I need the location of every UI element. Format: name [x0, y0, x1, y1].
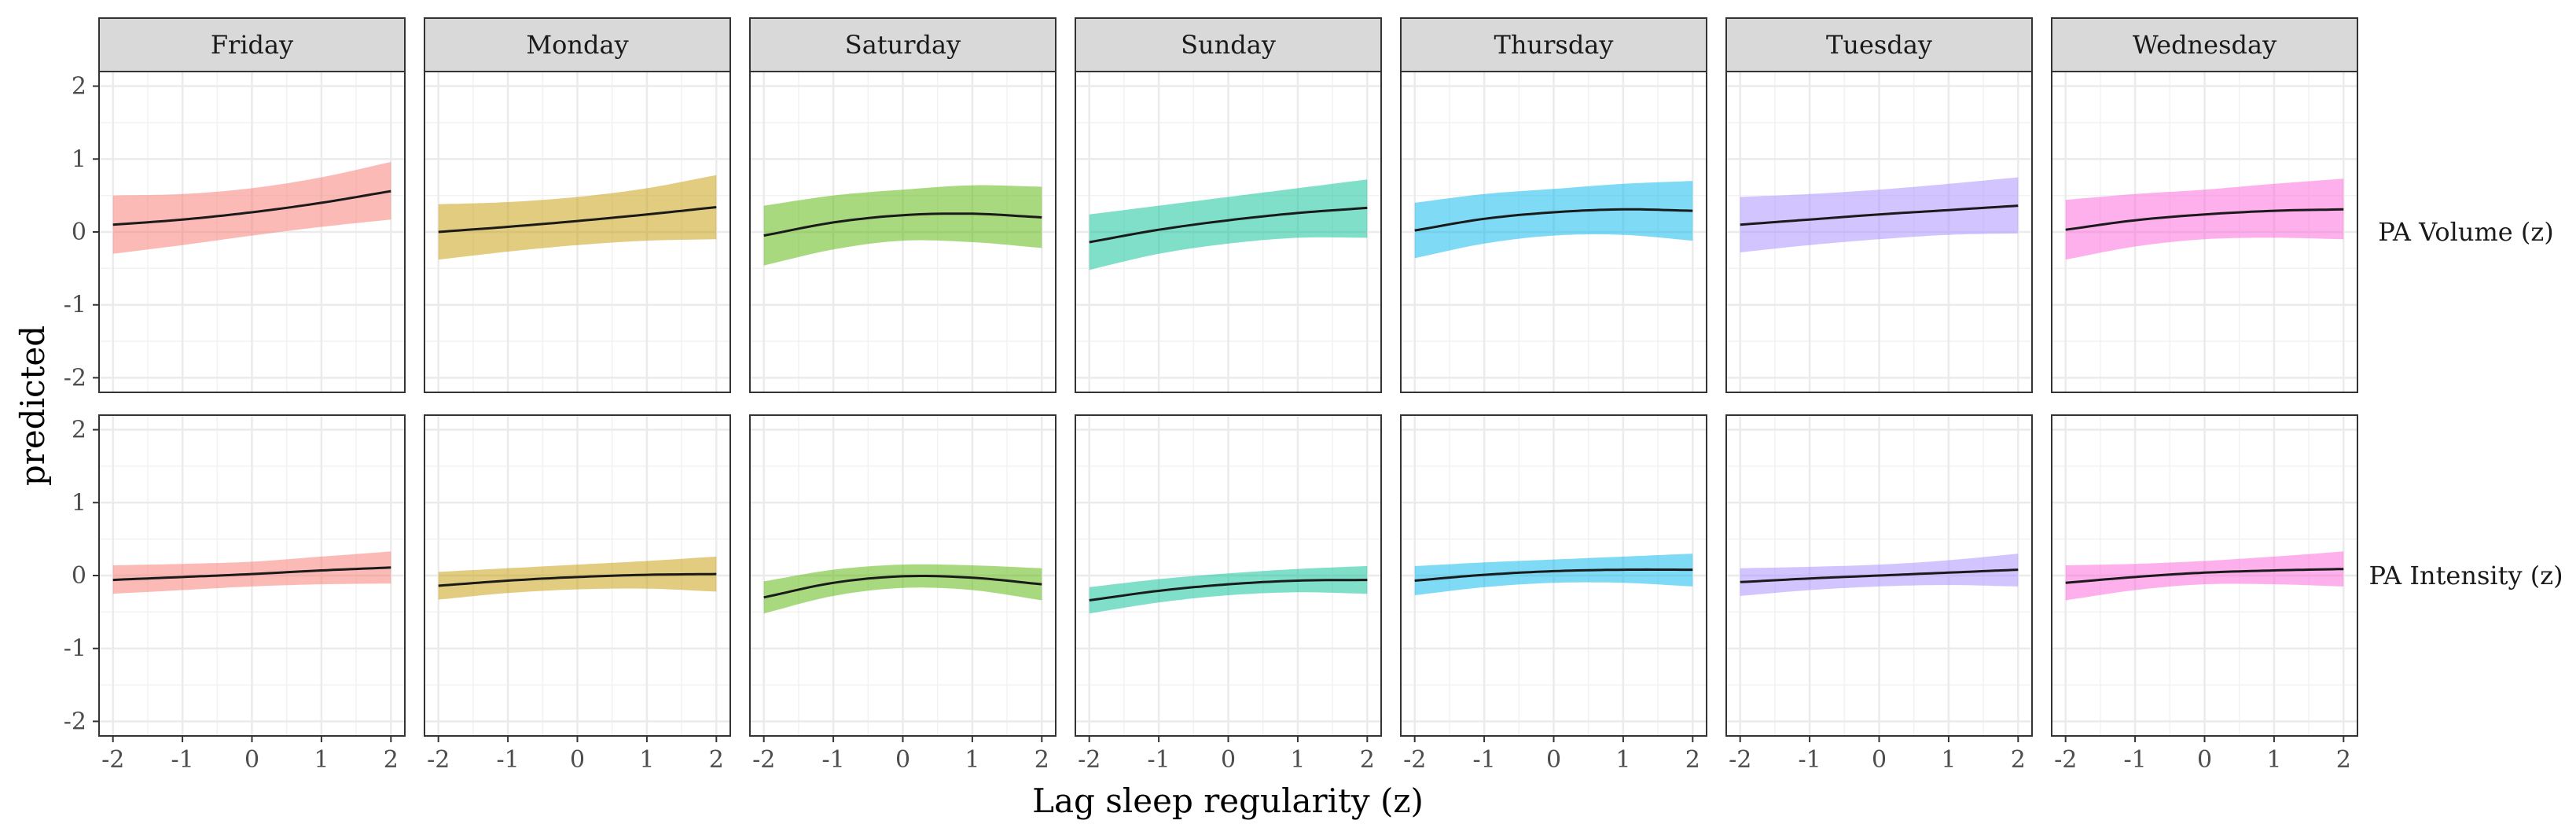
panel-border [424, 71, 731, 393]
x-tick-label: -2 [427, 746, 450, 774]
trend-line-tuesday-pa-volume-z [1740, 204, 2019, 226]
x-tick-label: 1 [1290, 746, 1305, 774]
x-axis-title: Lag sleep regularity (z) [1032, 782, 1424, 820]
x-tick-label: 0 [244, 746, 259, 774]
x-tick-label: 0 [2197, 746, 2212, 774]
x-tick-label: -1 [171, 746, 193, 774]
axes-layer: -2 -1 0 1 2 -2 -1 0 1 2 -2 -1 0 1 2 -2 -1 0 1 2 -2 -1 0 1 2 -2 -1 0… [64, 73, 2563, 774]
row-label-pa-intensity-z: PA Intensity (z) [2368, 561, 2563, 590]
trend-line-monday-pa-intensity-z [438, 572, 717, 587]
strip-tuesday [1725, 17, 2033, 72]
y-tick-label: 0 [72, 219, 86, 246]
strip-monday [424, 17, 731, 72]
trend-line-friday-pa-volume-z [112, 189, 391, 226]
x-tick-label: -2 [2054, 746, 2077, 774]
ci-ribbon-wednesday-pa-volume-z [2065, 178, 2344, 260]
strip-label-wednesday: Wednesday [2133, 30, 2277, 60]
strip-label-monday: Monday [526, 30, 628, 60]
panel-border [1725, 71, 2033, 393]
trend-line-thursday-pa-intensity-z [1414, 568, 1693, 582]
x-tick-label: -1 [821, 746, 844, 774]
strip-label-thursday: Thursday [1494, 30, 1614, 60]
x-tick-label: 0 [1546, 746, 1561, 774]
x-tick-label: -2 [1078, 746, 1101, 774]
trend-line-saturday-pa-intensity-z [763, 575, 1042, 599]
trend-line-tuesday-pa-intensity-z [1740, 568, 2019, 583]
y-axis-title: predicted [13, 326, 52, 486]
y-tick-label: -1 [64, 292, 86, 319]
x-tick-label: -2 [1729, 746, 1751, 774]
x-tick-label: 0 [570, 746, 585, 774]
trend-line-saturday-pa-volume-z [763, 212, 1042, 237]
trend-line-monday-pa-volume-z [438, 206, 717, 234]
panels-layer: Friday Monday Saturday Sunday Thursday Tuesda… [98, 17, 2358, 737]
x-tick-label: 2 [1360, 746, 1375, 774]
trend-line-sunday-pa-volume-z [1089, 206, 1368, 244]
strip-label-friday: Friday [211, 30, 293, 60]
strip-friday [98, 17, 406, 72]
panel-border [2051, 71, 2358, 393]
panel-border [1400, 71, 1707, 393]
x-tick-label: 2 [1034, 746, 1049, 774]
x-tick-label: 1 [1615, 746, 1630, 774]
strip-label-tuesday: Tuesday [1826, 30, 1932, 60]
x-tick-label: -1 [496, 746, 519, 774]
x-tick-label: 2 [2011, 746, 2026, 774]
ci-ribbon-monday-pa-volume-z [438, 175, 717, 260]
x-tick-label: 0 [1872, 746, 1887, 774]
y-tick-label: 0 [72, 562, 86, 590]
x-tick-label: -1 [2123, 746, 2146, 774]
strip-label-saturday: Saturday [845, 30, 961, 60]
ci-ribbon-thursday-pa-volume-z [1414, 181, 1693, 259]
y-tick-label: -1 [64, 635, 86, 663]
x-tick-label: 2 [384, 746, 399, 774]
x-tick-label: -1 [1147, 746, 1170, 774]
y-tick-label: 1 [72, 145, 86, 173]
x-tick-label: 0 [1221, 746, 1236, 774]
x-tick-label: -2 [1403, 746, 1426, 774]
x-tick-label: 1 [965, 746, 979, 774]
x-tick-label: 2 [709, 746, 724, 774]
strip-sunday [1075, 17, 1382, 72]
y-tick-label: 2 [72, 73, 86, 101]
y-tick-label: 1 [72, 489, 86, 517]
x-tick-label: -2 [752, 746, 775, 774]
y-tick-label: -2 [64, 364, 86, 392]
x-tick-label: 1 [2266, 746, 2281, 774]
trend-line-sunday-pa-intensity-z [1089, 579, 1368, 601]
ci-ribbon-sunday-pa-volume-z [1089, 179, 1368, 270]
panel-border [749, 71, 1056, 393]
y-tick-label: -2 [64, 708, 86, 735]
ci-ribbon-saturday-pa-volume-z [763, 185, 1042, 266]
x-tick-label: -1 [1798, 746, 1821, 774]
ci-ribbon-thursday-pa-intensity-z [1414, 554, 1693, 595]
ci-ribbon-sunday-pa-intensity-z [1089, 565, 1368, 614]
ci-ribbon-friday-pa-volume-z [112, 162, 391, 254]
x-tick-label: 2 [1685, 746, 1700, 774]
x-tick-label: -1 [1472, 746, 1495, 774]
trend-line-wednesday-pa-volume-z [2065, 208, 2344, 231]
y-tick-label: 2 [72, 417, 86, 444]
panel-border [1075, 71, 1382, 393]
strip-saturday [749, 17, 1056, 72]
trend-line-friday-pa-intensity-z [112, 566, 391, 582]
strip-label-sunday: Sunday [1181, 30, 1276, 60]
x-tick-label: -2 [101, 746, 124, 774]
x-tick-label: 1 [639, 746, 654, 774]
x-tick-label: 1 [1941, 746, 1956, 774]
row-label-pa-volume-z: PA Volume (z) [2378, 217, 2553, 247]
ci-ribbon-wednesday-pa-intensity-z [2065, 551, 2344, 601]
trend-line-wednesday-pa-intensity-z [2065, 568, 2344, 584]
x-tick-label: 1 [314, 746, 329, 774]
x-tick-label: 2 [2336, 746, 2351, 774]
trend-line-thursday-pa-volume-z [1414, 208, 1693, 232]
ci-ribbon-friday-pa-intensity-z [112, 551, 391, 594]
x-tick-label: 0 [895, 746, 910, 774]
